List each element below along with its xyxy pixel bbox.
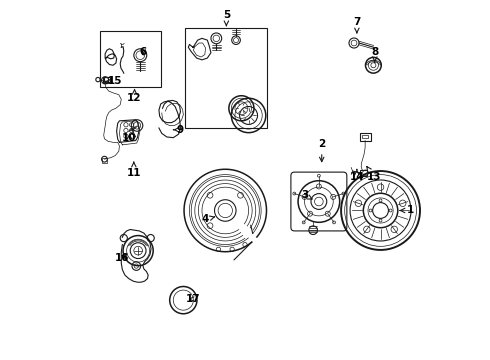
Text: 8: 8: [371, 46, 378, 62]
Text: 9: 9: [173, 125, 183, 135]
Bar: [185, 28, 267, 128]
Text: 3: 3: [301, 190, 312, 200]
Bar: [102, 77, 108, 83]
Bar: [104, 77, 110, 82]
Bar: [362, 135, 368, 138]
Text: 15: 15: [105, 76, 122, 86]
Bar: [102, 158, 107, 163]
Text: 4: 4: [202, 215, 215, 224]
Text: 14: 14: [349, 169, 364, 182]
Text: 5: 5: [223, 10, 230, 26]
Bar: [360, 134, 370, 140]
Text: 2: 2: [318, 139, 325, 162]
Bar: [100, 31, 161, 87]
Text: 6: 6: [140, 46, 147, 57]
Text: 10: 10: [122, 133, 137, 143]
Text: 7: 7: [353, 17, 361, 33]
Text: 1: 1: [400, 206, 414, 216]
Bar: [360, 170, 367, 176]
Text: 11: 11: [126, 162, 141, 178]
Text: 13: 13: [367, 167, 381, 182]
Text: 17: 17: [186, 294, 201, 304]
Text: 16: 16: [115, 253, 130, 263]
Text: 12: 12: [127, 89, 142, 103]
